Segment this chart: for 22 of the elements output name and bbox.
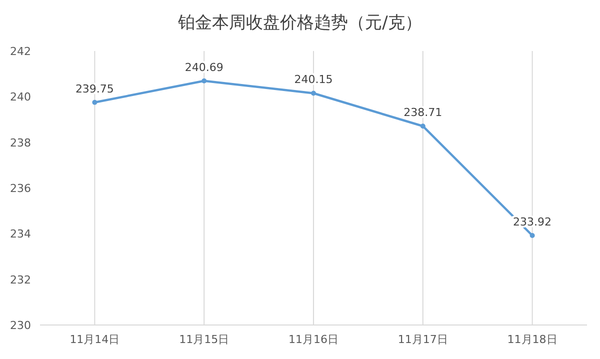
y-tick-label: 236 xyxy=(10,182,31,195)
y-tick-label: 240 xyxy=(10,90,31,104)
data-label: 240.15 xyxy=(294,73,333,86)
y-tick-label: 238 xyxy=(10,136,31,150)
x-tick-label: 11月14日 xyxy=(70,333,120,346)
point xyxy=(92,100,98,105)
point xyxy=(311,90,316,96)
data-label: 239.75 xyxy=(75,82,114,96)
y-tick-label: 230 xyxy=(10,319,31,332)
point xyxy=(202,78,207,84)
y-tick-label: 242 xyxy=(10,45,31,58)
x-tick-label: 11月18日 xyxy=(507,333,558,346)
x-tick-label: 11月17日 xyxy=(398,333,448,346)
x-tick-label: 11月16日 xyxy=(288,333,338,346)
point xyxy=(420,124,426,129)
point xyxy=(530,232,535,238)
data-label: 240.69 xyxy=(184,60,224,74)
x-tick-label: 11月15日 xyxy=(179,333,230,346)
data-label: 238.71 xyxy=(404,106,442,120)
y-tick-label: 232 xyxy=(10,273,31,286)
title: 铂金本周收盘价格趋势（元/克） xyxy=(178,13,422,33)
y-tick-label: 234 xyxy=(10,228,31,241)
